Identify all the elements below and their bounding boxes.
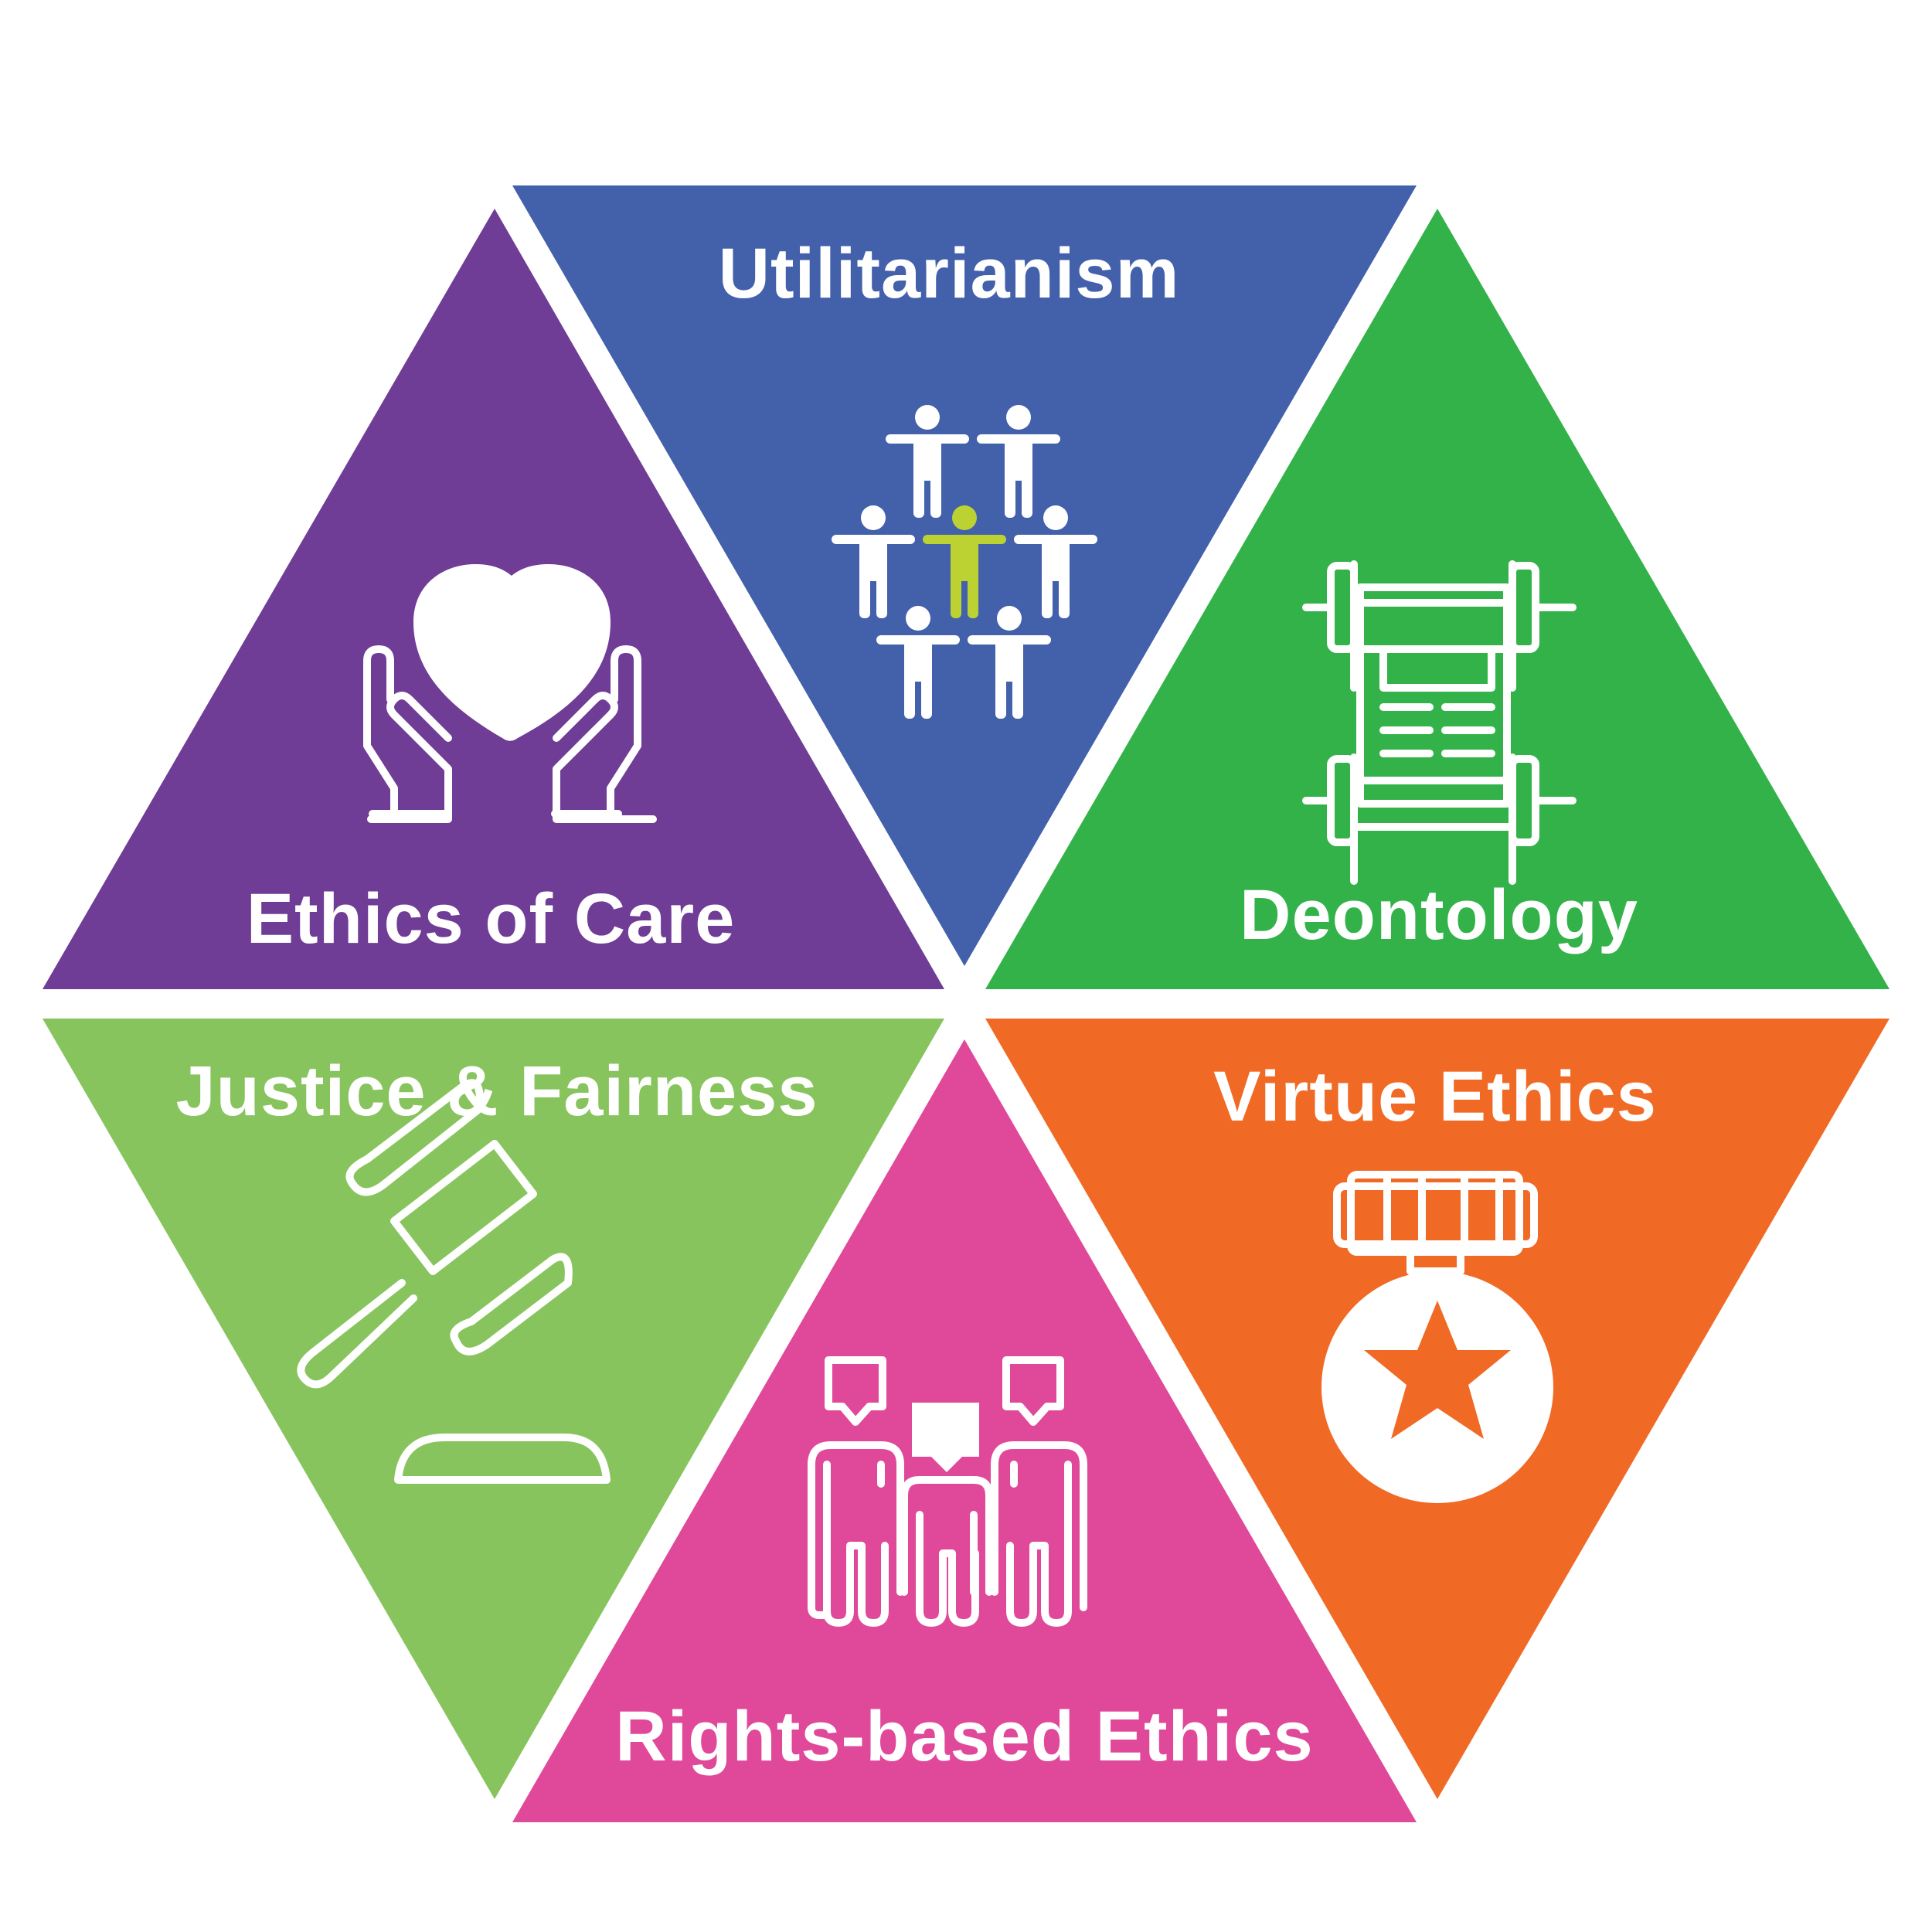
segment-label: Deontology [1240,876,1638,954]
person-icon [886,405,969,518]
heart-hands-icon [363,564,657,823]
person-icon [977,405,1060,518]
star-icon [1364,1301,1511,1439]
person-icon [968,606,1051,719]
segment-label: Justice & Fairness [175,1052,818,1131]
highlighted-person-icon [923,505,1006,618]
segment-label: Virtue Ethics [1213,1057,1657,1136]
segment-label: Ethics of Care [247,879,736,958]
segment-virtue-ethics[interactable]: Virtue Ethics [985,1019,1889,1799]
segment-label: Utilitarianism [719,234,1180,313]
medal-icon [1321,1171,1553,1503]
person-icon [876,606,960,719]
segment-label: Rights-based Ethics [615,1697,1313,1776]
segment-ethics-of-care[interactable]: Ethics of Care [43,209,944,989]
person-icon [832,505,915,618]
segment-rights-based-ethics[interactable]: Rights-based Ethics [512,1039,1417,1822]
people-speech-icon [808,1356,1087,1627]
segment-shape [43,1019,944,1799]
segment-utilitarianism[interactable]: Utilitarianism [512,185,1417,966]
person-icon [1014,505,1097,618]
people-group-icon [832,405,1097,719]
scroll-icon [1302,560,1577,885]
segment-justice-fairness[interactable]: Justice & Fairness [43,1019,944,1799]
segment-deontology[interactable]: Deontology [985,209,1889,989]
gavel-icon [297,1079,611,1484]
